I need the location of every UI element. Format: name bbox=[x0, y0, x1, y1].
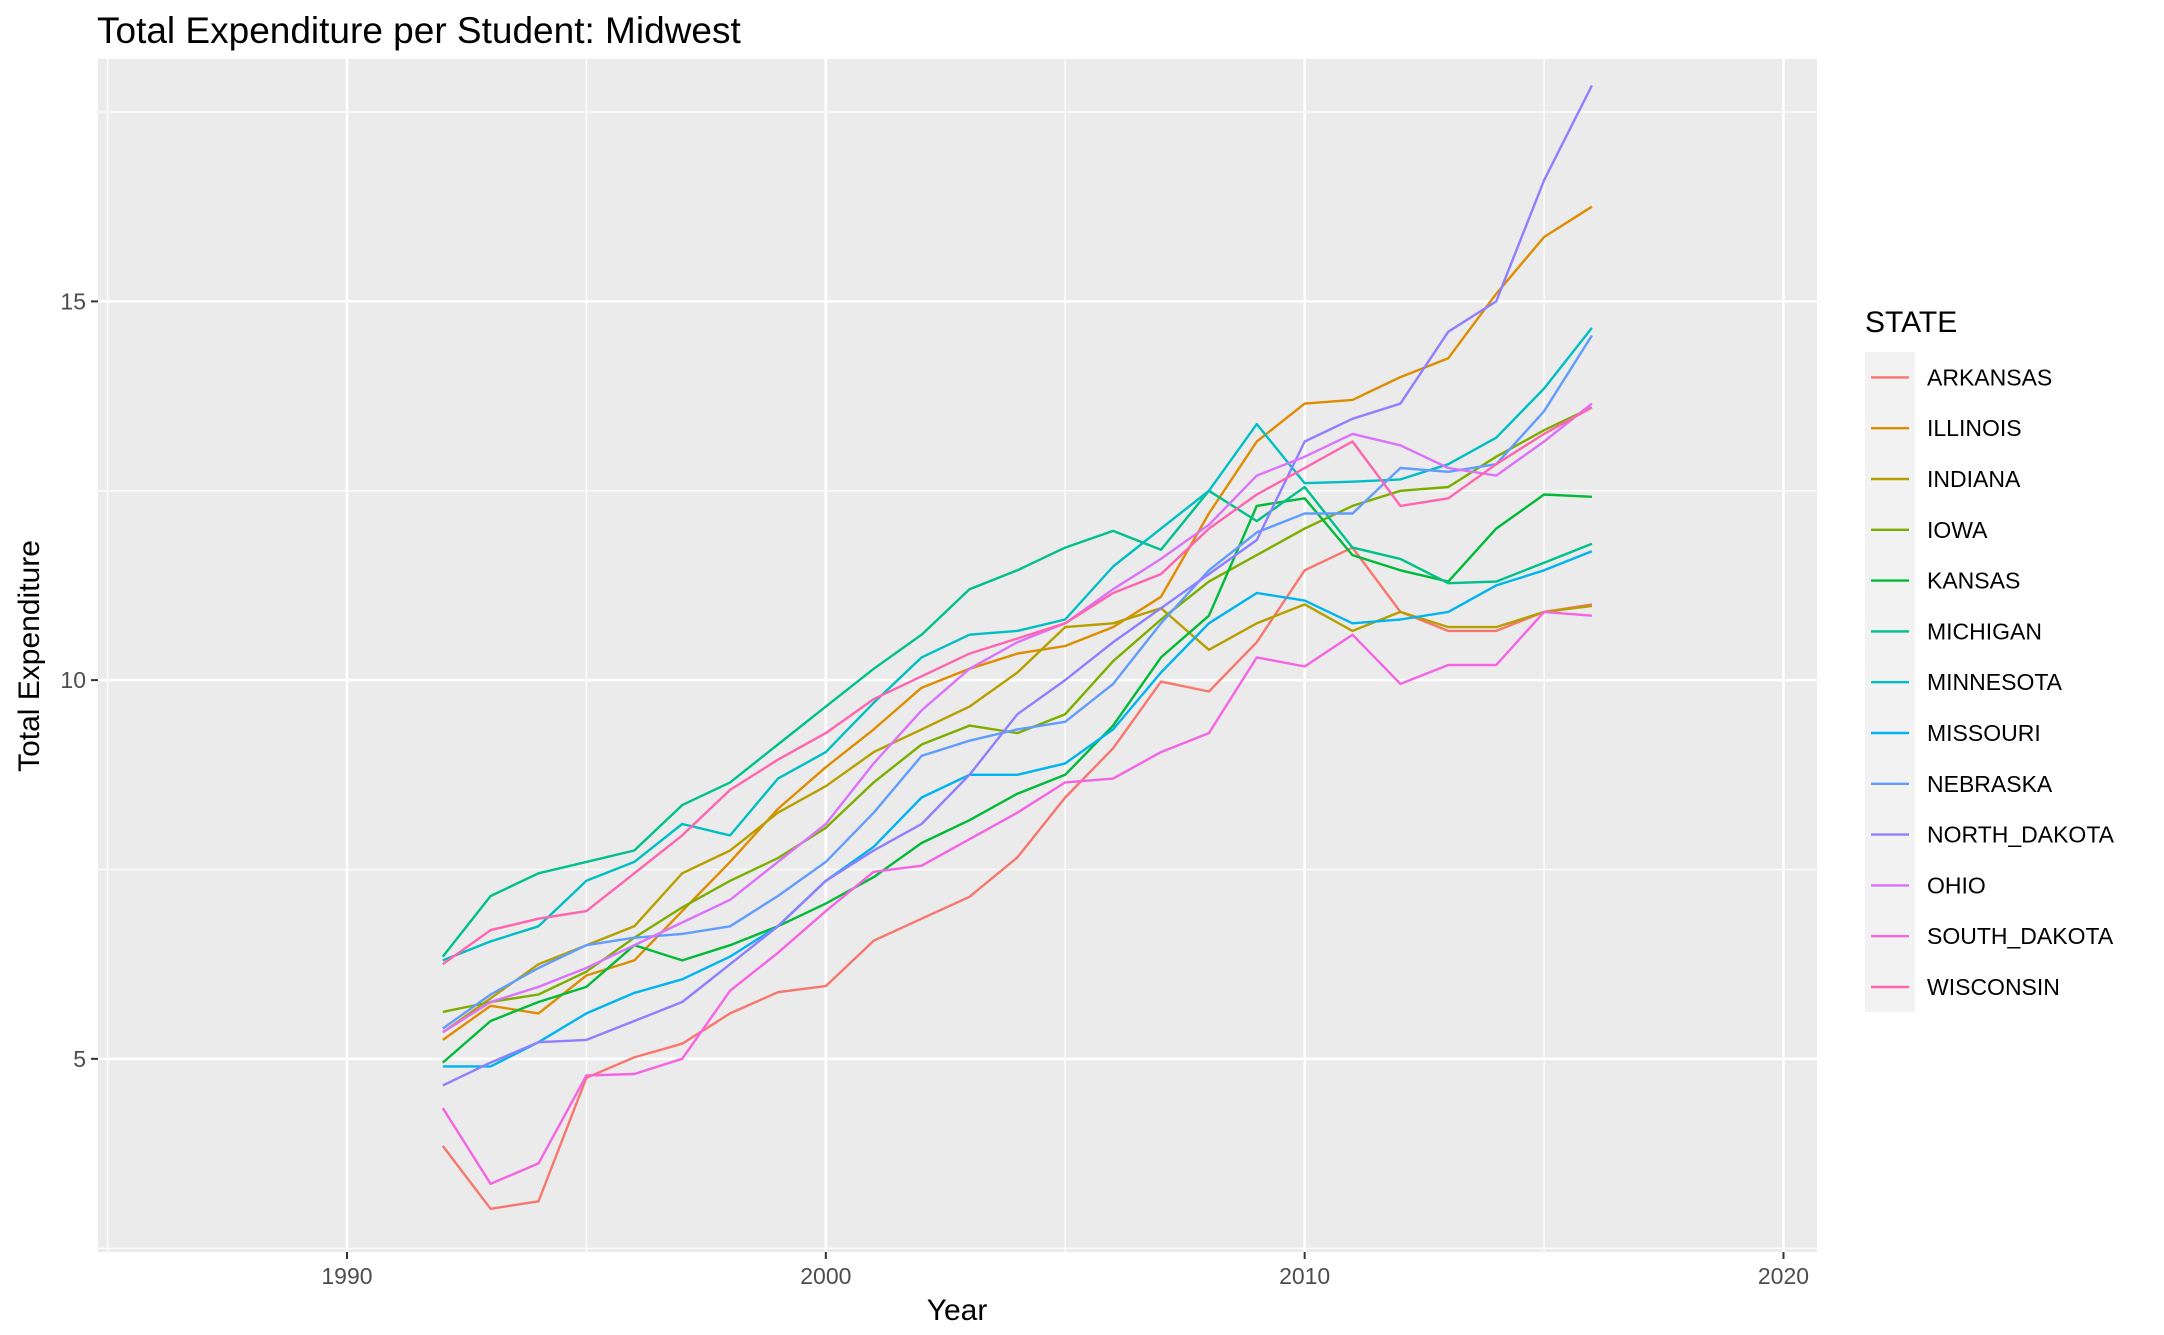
legend-label: WISCONSIN bbox=[1927, 974, 2060, 1000]
legend-label: MICHIGAN bbox=[1927, 618, 2042, 644]
series-line-nebraska bbox=[442, 334, 1593, 1030]
series-line-south-dakota bbox=[441, 610, 1592, 1186]
legend-label: MISSOURI bbox=[1927, 720, 2041, 746]
legend-item: WISCONSIN bbox=[1871, 974, 2060, 1000]
legend-item: ILLINOIS bbox=[1871, 415, 2022, 441]
y-tick-label: 15 bbox=[60, 288, 86, 314]
legend-item: MICHIGAN bbox=[1871, 618, 2042, 644]
legend-item: NORTH_DAKOTA bbox=[1871, 822, 2115, 848]
series-lines bbox=[441, 84, 1593, 1211]
x-tick-label: 2020 bbox=[1758, 1263, 1809, 1289]
y-tick-label: 10 bbox=[60, 667, 86, 693]
legend-item: OHIO bbox=[1871, 872, 1986, 898]
series-line-missouri bbox=[442, 550, 1593, 1068]
series-line-minnesota bbox=[442, 327, 1593, 962]
legend-item: INDIANA bbox=[1871, 466, 2021, 492]
x-tick-label: 2010 bbox=[1279, 1263, 1330, 1289]
chart-title: Total Expenditure per Student: Midwest bbox=[97, 10, 741, 51]
legend-label: SOUTH_DAKOTA bbox=[1927, 923, 2114, 949]
minor-gridlines bbox=[98, 59, 1817, 1252]
legend-label: MINNESOTA bbox=[1927, 669, 2063, 695]
legend-item: NEBRASKA bbox=[1871, 771, 2053, 797]
legend-item: MISSOURI bbox=[1871, 720, 2041, 746]
legend-label: INDIANA bbox=[1927, 466, 2021, 492]
series-line-indiana bbox=[442, 603, 1593, 1034]
legend-label: NORTH_DAKOTA bbox=[1927, 822, 2115, 848]
legend-label: OHIO bbox=[1927, 872, 1986, 898]
x-tick-label: 1990 bbox=[321, 1263, 372, 1289]
legend-item: KANSAS bbox=[1871, 568, 2020, 594]
series-line-north-dakota bbox=[442, 84, 1593, 1087]
legend: STATE ARKANSAS ILLINOIS INDIANA IOWA KANSAS M… bbox=[1865, 306, 2115, 1012]
plot-panel bbox=[98, 59, 1817, 1252]
x-axis-title: Year bbox=[927, 1294, 988, 1327]
y-axis-title: Total Expenditure bbox=[13, 540, 46, 772]
y-axis: 5 10 15 bbox=[60, 288, 98, 1072]
legend-item: IOWA bbox=[1871, 517, 1988, 543]
legend-label: ARKANSAS bbox=[1927, 364, 2052, 390]
series-line-wisconsin bbox=[442, 406, 1593, 966]
legend-label: IOWA bbox=[1927, 517, 1988, 543]
legend-label: NEBRASKA bbox=[1927, 771, 2053, 797]
x-axis: 1990 2000 2010 2020 bbox=[321, 1252, 1809, 1289]
series-line-michigan bbox=[441, 485, 1593, 958]
x-tick-label: 2000 bbox=[800, 1263, 851, 1289]
series-line-ohio bbox=[442, 402, 1593, 1034]
legend-item: ARKANSAS bbox=[1871, 364, 2052, 390]
series-line-illinois bbox=[442, 205, 1593, 1041]
legend-item: SOUTH_DAKOTA bbox=[1871, 923, 2114, 949]
legend-title: STATE bbox=[1865, 306, 1957, 339]
y-tick-label: 5 bbox=[73, 1046, 86, 1072]
legend-label: KANSAS bbox=[1927, 568, 2020, 594]
legend-item: MINNESOTA bbox=[1871, 669, 2063, 695]
legend-label: ILLINOIS bbox=[1927, 415, 2022, 441]
